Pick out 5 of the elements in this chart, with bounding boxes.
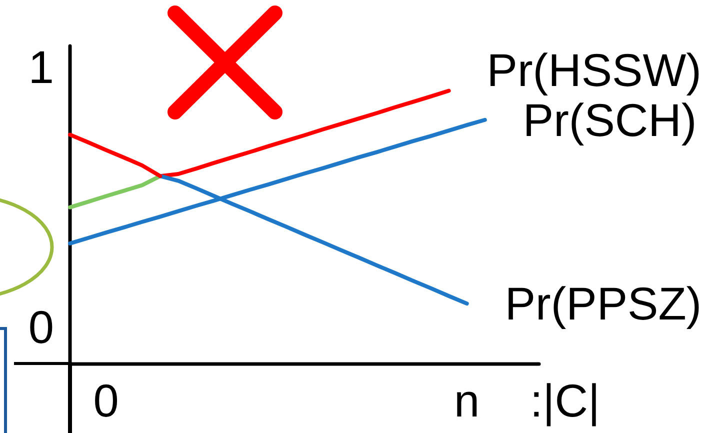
- series-label: Pr(PPSZ): [504, 278, 702, 330]
- x-tick-label: n: [454, 374, 480, 426]
- x-axis-title: :|C|: [530, 374, 600, 426]
- y-tick-label: 1: [28, 40, 54, 93]
- series-label: Pr(HSSW): [486, 44, 702, 96]
